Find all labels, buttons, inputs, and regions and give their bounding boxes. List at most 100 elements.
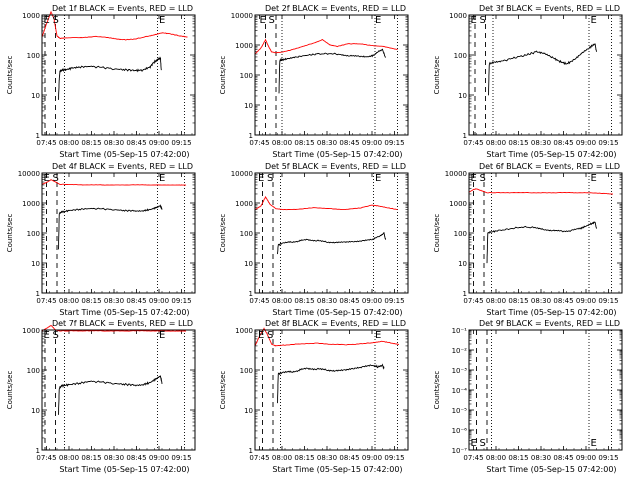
y-axis-label: Counts/sec [433, 214, 441, 253]
x-tick-label: 07:45 [249, 139, 269, 147]
x-tick-label: 08:00 [59, 454, 79, 462]
plot-frame [254, 172, 409, 294]
plot-frame [41, 14, 196, 136]
time-marker-label: S [53, 173, 59, 184]
x-axis-label: Start Time (05-Sep-15 07:42:00) [272, 150, 402, 159]
time-marker-label: E [258, 173, 264, 184]
time-marker-label: E [471, 173, 477, 184]
y-tick-label: 1 [249, 447, 253, 455]
x-axis-label: Start Time (05-Sep-15 07:42:00) [59, 308, 189, 317]
y-tick-label: 1000 [449, 12, 467, 20]
panel-title: Det 9f BLACK = Events, RED = LLD [479, 319, 620, 328]
panel-title: Det 1f BLACK = Events, RED = LLD [52, 4, 193, 13]
y-axis-label: Counts/sec [219, 214, 227, 253]
y-tick-label: 100 [27, 367, 40, 375]
x-tick-label: 09:15 [384, 139, 404, 147]
y-axis-label: Counts/sec [6, 56, 14, 95]
y-tick-label: 1 [249, 132, 253, 140]
x-tick-label: 07:45 [463, 297, 483, 305]
panel-det-7: Det 7f BLACK = Events, RED = LLD Counts/s… [6, 319, 196, 474]
x-tick-label: 09:00 [576, 454, 596, 462]
y-tick-label: 1000 [449, 200, 467, 208]
series-lld-line [41, 10, 188, 41]
time-marker-label: E [591, 438, 597, 449]
x-tick-label: 07:45 [463, 139, 483, 147]
y-tick-label: 10⁻⁷ [452, 447, 468, 455]
series-events-line [58, 56, 162, 100]
x-tick-label: 08:00 [486, 297, 506, 305]
x-tick-label: 09:00 [362, 139, 382, 147]
time-marker-label: E [375, 173, 381, 184]
x-tick-label: 08:15 [81, 297, 101, 305]
x-tick-label: 08:45 [126, 454, 146, 462]
x-tick-label: 08:00 [272, 139, 292, 147]
x-tick-label: 07:45 [36, 139, 56, 147]
time-marker-label: S [53, 15, 59, 26]
x-tick-label: 09:15 [171, 139, 191, 147]
y-tick-label: 100 [240, 367, 253, 375]
time-marker-label: S [269, 15, 275, 26]
y-tick-label: 10 [244, 260, 253, 268]
x-tick-label: 09:00 [362, 454, 382, 462]
series-lld-line [254, 195, 398, 211]
panel-title: Det 5f BLACK = Events, RED = LLD [265, 162, 406, 171]
y-tick-label: 1000 [235, 327, 253, 335]
time-marker-label: E [471, 438, 477, 449]
x-axis-label: Start Time (05-Sep-15 07:42:00) [272, 465, 402, 474]
y-tick-label: 1 [249, 290, 253, 298]
plot-frame [468, 14, 623, 136]
x-tick-label: 07:45 [463, 454, 483, 462]
plot-frame [468, 172, 623, 294]
time-marker-label: E [44, 173, 50, 184]
x-tick-label: 08:00 [272, 454, 292, 462]
x-tick-label: 09:15 [171, 454, 191, 462]
x-tick-label: 08:15 [508, 297, 528, 305]
y-tick-label: 100 [454, 230, 467, 238]
plot-frame [254, 329, 409, 451]
x-tick-label: 07:45 [249, 297, 269, 305]
y-tick-label: 100 [454, 52, 467, 60]
series-lld-line [41, 324, 187, 332]
x-tick-label: 09:15 [598, 139, 618, 147]
x-tick-label: 08:30 [317, 454, 337, 462]
x-tick-label: 08:00 [272, 297, 292, 305]
y-axis-label: Counts/sec [219, 56, 227, 95]
x-tick-label: 09:00 [149, 454, 169, 462]
x-tick-label: 08:45 [339, 139, 359, 147]
y-tick-label: 1000 [22, 12, 40, 20]
x-tick-label: 08:00 [59, 139, 79, 147]
y-tick-label: 100 [240, 230, 253, 238]
y-tick-label: 10⁻¹ [452, 327, 468, 335]
y-tick-label: 1 [36, 290, 40, 298]
x-tick-label: 08:15 [294, 139, 314, 147]
panel-title: Det 3f BLACK = Events, RED = LLD [479, 4, 620, 13]
time-marker-label: E [471, 15, 477, 26]
x-tick-label: 07:45 [36, 454, 56, 462]
x-tick-label: 08:30 [531, 139, 551, 147]
panel-det-1: Det 1f BLACK = Events, RED = LLD Counts/s… [6, 4, 196, 159]
y-tick-label: 10000 [18, 170, 40, 178]
x-tick-label: 09:15 [171, 297, 191, 305]
series-events-line [488, 43, 597, 96]
x-tick-label: 09:15 [384, 454, 404, 462]
time-marker-label: S [480, 15, 486, 26]
time-marker-label: E [159, 173, 165, 184]
y-axis-label: Counts/sec [433, 56, 441, 95]
y-tick-label: 1000 [22, 200, 40, 208]
x-tick-label: 09:15 [384, 297, 404, 305]
x-tick-label: 09:15 [598, 454, 618, 462]
time-marker-label: E [260, 15, 266, 26]
y-tick-label: 100 [27, 230, 40, 238]
x-tick-label: 08:45 [126, 297, 146, 305]
time-marker-label: E [258, 330, 264, 341]
y-axis-label: Counts/sec [6, 371, 14, 410]
panel-det-6: Det 6f BLACK = Events, RED = LLD Counts/s… [433, 162, 623, 317]
y-tick-label: 10⁻³ [452, 367, 468, 375]
series-events-line [277, 363, 385, 404]
time-marker-label: E [375, 15, 381, 26]
panel-det-3: Det 3f BLACK = Events, RED = LLD Counts/s… [433, 4, 623, 159]
x-tick-label: 08:45 [553, 297, 573, 305]
x-tick-label: 08:30 [531, 454, 551, 462]
series-events-line [58, 375, 163, 415]
